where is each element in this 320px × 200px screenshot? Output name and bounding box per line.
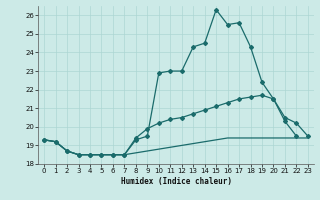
X-axis label: Humidex (Indice chaleur): Humidex (Indice chaleur) (121, 177, 231, 186)
